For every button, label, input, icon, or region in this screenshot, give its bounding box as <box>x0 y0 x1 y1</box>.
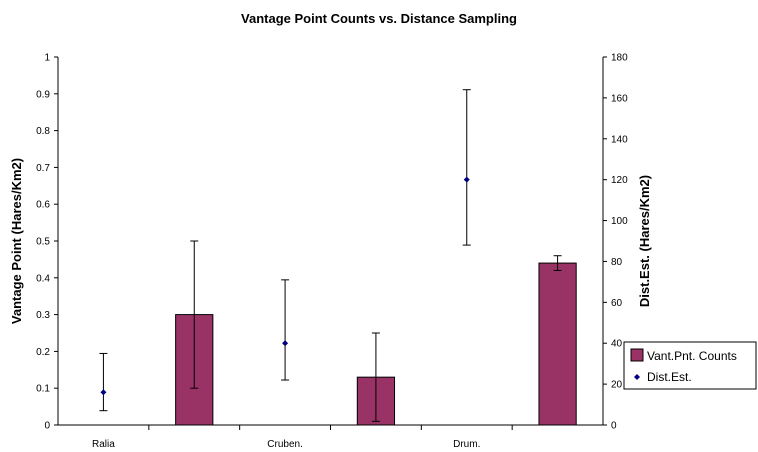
category-labels: Ralia Cruben. Drum. <box>92 439 480 450</box>
legend-point-label: Dist.Est. <box>647 370 692 384</box>
bar <box>538 262 577 426</box>
right-tick-label: 120 <box>611 175 628 186</box>
right-tick-label: 60 <box>611 298 623 309</box>
left-tick-label: 0.6 <box>36 200 50 211</box>
left-axis-title: Vantage Point (Hares/Km2) <box>9 158 24 324</box>
left-tick-label: 0 <box>44 421 50 432</box>
left-tick-label: 0.3 <box>36 310 50 321</box>
left-axis-ticks: 0 0.1 0.2 0.3 0.4 0.5 0.6 0.7 0.8 0.9 1 <box>36 53 58 432</box>
right-axis-ticks: 0 20 40 60 80 100 120 140 160 180 <box>603 53 628 432</box>
right-tick-label: 160 <box>611 93 628 104</box>
right-tick-label: 40 <box>611 339 623 350</box>
legend-bar-label: Vant.Pnt. Counts <box>647 349 737 363</box>
right-tick-label: 20 <box>611 380 623 391</box>
point-series <box>99 89 471 412</box>
data-point <box>100 389 107 396</box>
left-tick-label: 0.9 <box>36 89 50 100</box>
right-axis-title: Dist.Est. (Hares/Km2) <box>637 175 652 307</box>
chart-title: Vantage Point Counts vs. Distance Sampli… <box>241 11 517 26</box>
legend-bar-swatch <box>630 348 644 362</box>
x-axis-ticks <box>148 425 513 430</box>
right-tick-label: 180 <box>611 53 628 64</box>
left-tick-label: 0.5 <box>36 237 50 248</box>
left-tick-label: 0.7 <box>36 163 50 174</box>
data-point <box>463 176 470 183</box>
right-tick-label: 80 <box>611 257 623 268</box>
category-label: Ralia <box>92 439 115 450</box>
left-tick-label: 1 <box>44 53 50 64</box>
left-tick-label: 0.1 <box>36 384 50 395</box>
right-tick-label: 140 <box>611 134 628 145</box>
category-label: Cruben. <box>267 439 303 450</box>
data-point <box>282 340 289 347</box>
left-tick-label: 0.4 <box>36 273 50 284</box>
category-label: Drum. <box>453 439 480 450</box>
bar-series <box>175 240 577 426</box>
legend-point-marker <box>634 374 640 380</box>
left-tick-label: 0.2 <box>36 347 50 358</box>
legend: Vant.Pnt. Counts Dist.Est. <box>623 341 757 390</box>
legend-box <box>623 341 757 390</box>
right-tick-label: 100 <box>611 216 628 227</box>
axes <box>57 57 604 426</box>
left-tick-label: 0.8 <box>36 126 50 137</box>
right-tick-label: 0 <box>611 421 617 432</box>
